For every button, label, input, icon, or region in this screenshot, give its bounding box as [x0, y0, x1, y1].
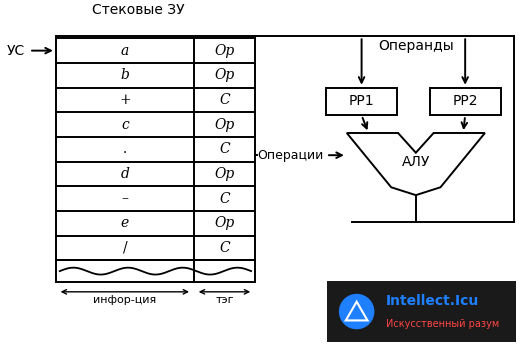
Text: АЛУ: АЛУ: [402, 155, 430, 169]
Text: C: C: [219, 93, 230, 107]
Text: Искусственный разум: Искусственный разум: [386, 319, 499, 329]
Text: Op: Op: [214, 167, 235, 181]
Text: Op: Op: [214, 68, 235, 82]
Text: b: b: [120, 68, 129, 82]
Bar: [326, 88, 397, 115]
Text: РР1: РР1: [349, 94, 374, 108]
Text: +: +: [119, 93, 130, 107]
Text: Операнды: Операнды: [378, 39, 454, 53]
Text: c: c: [121, 118, 129, 132]
Text: тэг: тэг: [215, 295, 234, 305]
Text: Intellect.Icu: Intellect.Icu: [386, 294, 480, 308]
Text: УС: УС: [6, 44, 25, 58]
Text: C: C: [219, 241, 230, 255]
Text: /: /: [122, 241, 127, 255]
Text: РР2: РР2: [453, 94, 478, 108]
Text: Операции: Операции: [257, 149, 323, 162]
Bar: [56, 260, 255, 282]
Text: Стековые ЗУ: Стековые ЗУ: [92, 2, 185, 17]
Text: Op: Op: [214, 44, 235, 58]
Bar: [430, 88, 501, 115]
Bar: [327, 281, 516, 342]
Text: e: e: [121, 216, 129, 230]
Text: Op: Op: [214, 118, 235, 132]
Text: C: C: [219, 191, 230, 206]
Text: a: a: [121, 44, 129, 58]
Text: d: d: [120, 167, 129, 181]
Text: .: .: [123, 142, 127, 156]
Text: C: C: [219, 142, 230, 156]
Circle shape: [339, 294, 374, 329]
Text: Op: Op: [214, 216, 235, 230]
Text: –: –: [121, 191, 128, 206]
Text: инфор-ция: инфор-ция: [93, 295, 156, 305]
Bar: [56, 38, 255, 260]
